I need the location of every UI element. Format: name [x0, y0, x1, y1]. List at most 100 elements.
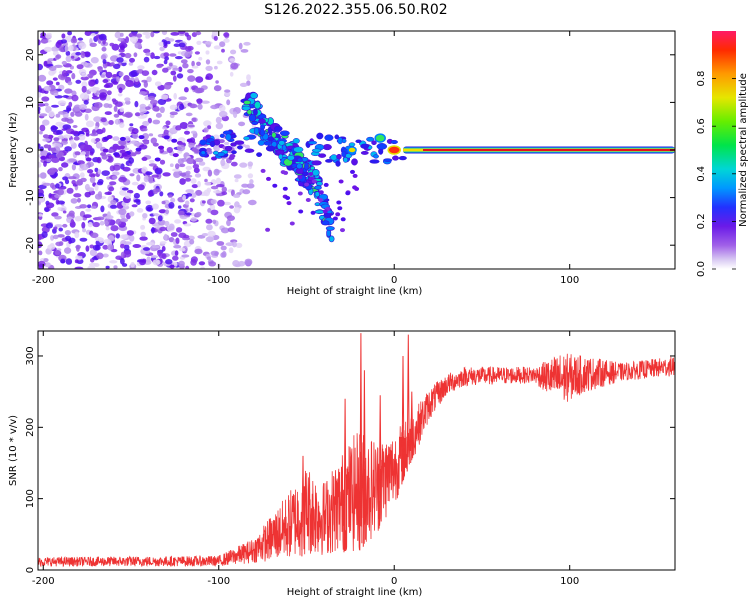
noise-blob [178, 260, 185, 267]
noise-blob [74, 151, 81, 156]
noise-blob [159, 241, 167, 245]
noise-blob [143, 175, 149, 183]
zero-blob [348, 142, 356, 147]
noise-blob [232, 260, 240, 267]
noise-blob [132, 244, 142, 248]
zero-blob [257, 139, 265, 146]
noise-blob [205, 236, 214, 243]
noise-blob [247, 161, 253, 167]
noise-blob [113, 265, 118, 269]
noise-blob [205, 73, 213, 80]
noise-blob [172, 153, 179, 158]
noise-blob [134, 112, 141, 117]
noise-blob [152, 245, 160, 249]
noise-blob [145, 52, 152, 56]
noise-blob [178, 232, 187, 239]
noise-blob [157, 250, 162, 257]
stray-blob [345, 191, 351, 196]
noise-blob [77, 197, 81, 203]
noise-blob [148, 176, 154, 184]
noise-blob [223, 141, 230, 146]
noise-blob [79, 104, 87, 110]
noise-blob [114, 31, 122, 39]
noise-blob [173, 92, 177, 100]
noise-blob [129, 123, 134, 127]
noise-blob [161, 200, 166, 205]
noise-blob [205, 218, 213, 224]
noise-blob [220, 159, 226, 167]
noise-blob [116, 76, 120, 83]
snr-y-tick-label: 300 [25, 346, 36, 365]
noise-blob [223, 38, 230, 43]
stray-blob [340, 217, 346, 222]
noise-blob [64, 45, 69, 52]
noise-blob [170, 197, 176, 203]
heatmap-x-tick-label: 100 [560, 275, 579, 286]
noise-blob [168, 237, 175, 243]
noise-blob [232, 241, 237, 248]
noise-blob [175, 237, 180, 244]
noise-blob [175, 56, 183, 60]
noise-blob [110, 62, 115, 66]
noise-blob [96, 181, 104, 186]
noise-blob [38, 110, 41, 114]
heatmap-x-tick-label: -100 [207, 275, 230, 286]
noise-blob [42, 119, 50, 126]
noise-blob [51, 212, 59, 217]
noise-blob [185, 170, 191, 176]
noise-blob [74, 231, 80, 239]
noise-blob [169, 127, 178, 135]
noise-blob [172, 67, 180, 71]
noise-blob [40, 39, 49, 44]
noise-blob [58, 227, 63, 232]
noise-blob [193, 167, 200, 174]
noise-blob [126, 230, 134, 236]
noise-blob [94, 184, 99, 191]
noise-blob [64, 247, 72, 254]
noise-blob [87, 169, 94, 174]
carrier-peak [387, 145, 401, 155]
noise-blob [185, 112, 193, 117]
noise-blob [95, 78, 99, 85]
noise-blob [150, 31, 155, 38]
noise-blob [238, 42, 243, 50]
noise-blob [65, 50, 71, 57]
noise-blob [123, 250, 132, 258]
noise-blob [186, 157, 195, 165]
zero-blob [278, 140, 286, 146]
noise-blob [79, 237, 88, 242]
noise-blob [102, 79, 109, 84]
noise-blob [150, 99, 158, 105]
noise-blob [180, 59, 188, 64]
noise-blob [170, 232, 178, 237]
noise-blob [224, 89, 231, 93]
noise-blob [185, 46, 192, 52]
zero-blob [336, 153, 342, 160]
noise-blob [77, 37, 84, 41]
noise-blob [61, 117, 70, 122]
zero-blob [360, 143, 370, 149]
noise-blob [89, 133, 99, 137]
noise-blob [38, 263, 44, 269]
noise-blob [85, 133, 90, 137]
noise-blob [198, 56, 203, 61]
noise-blob [145, 204, 154, 212]
noise-blob [205, 59, 211, 65]
noise-blob [233, 111, 238, 118]
noise-blob [65, 258, 73, 265]
noise-blob [118, 145, 125, 150]
zero-blob [398, 155, 407, 161]
heatmap-x-axis-label: Height of straight line (km) [287, 286, 423, 297]
zero-blob [322, 144, 332, 151]
noise-blob [162, 172, 171, 177]
noise-blob [201, 100, 210, 104]
noise-blob [190, 192, 197, 198]
noise-blob [105, 265, 110, 269]
ridge-blob [321, 220, 330, 226]
noise-blob [141, 156, 148, 161]
stray-blob [305, 198, 311, 202]
noise-blob [162, 67, 169, 73]
noise-blob [87, 221, 93, 228]
noise-blob [188, 142, 195, 149]
noise-blob [133, 141, 142, 147]
